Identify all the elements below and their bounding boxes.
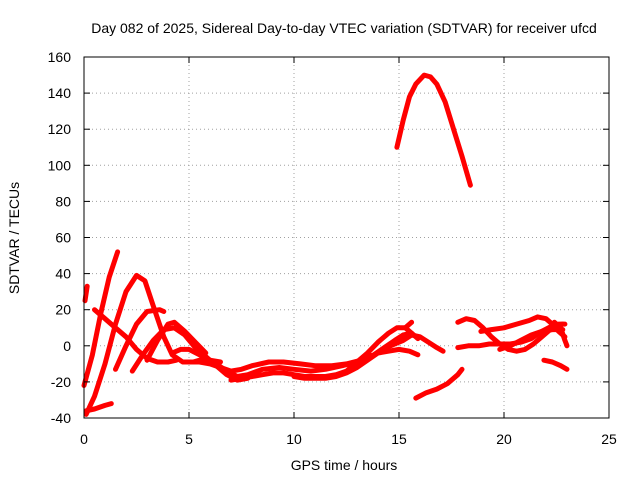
x-tick-label: 25 [601,431,617,447]
series-trace-13 [383,332,446,354]
data-traces [81,72,570,417]
series-trace-19 [478,314,568,340]
series-trace-16 [413,366,465,401]
x-tick-label: 5 [185,431,193,447]
y-tick-labels: -40 -20 0 20 40 60 80 100 120 140 160 [48,49,72,426]
x-tick-label: 15 [391,431,407,447]
series-trace-20 [497,327,566,352]
y-tick-label: 60 [55,230,71,246]
y-tick-label: 100 [48,157,72,173]
series-trace-21 [541,357,570,372]
y-axis-label: SDTVAR / TECUs [6,182,22,294]
y-tick-label: 120 [48,121,72,137]
series-trace-9 [169,346,223,365]
y-tick-label: 20 [55,302,71,318]
series-trace-2 [82,283,90,304]
series-trace-7 [129,325,251,383]
axis-ticks [83,56,610,419]
y-tick-label: -20 [51,374,71,390]
series-trace-14 [402,319,415,331]
x-tick-label: 10 [286,431,302,447]
y-tick-label: 80 [55,193,71,209]
y-tick-label: 40 [55,266,71,282]
series-trace-8 [144,319,209,363]
y-tick-label: 0 [63,338,71,354]
y-tick-label: 140 [48,85,72,101]
series-trace-5 [92,307,179,365]
grid [84,57,609,418]
series-trace-12 [291,346,421,381]
x-tick-label: 20 [496,431,512,447]
series-trace-22 [551,319,570,349]
x-axis-label: GPS time / hours [291,457,398,473]
y-tick-label: -40 [51,410,71,426]
chart-title: Day 082 of 2025, Sidereal Day-to-day VTE… [91,20,597,36]
series-trace-15 [394,72,473,188]
y-tick-label: 160 [48,49,72,65]
x-tick-labels: 0 5 10 15 20 25 [80,431,617,447]
x-tick-label: 0 [80,431,88,447]
series-trace-6 [113,307,167,372]
series-trace-1 [81,249,121,388]
